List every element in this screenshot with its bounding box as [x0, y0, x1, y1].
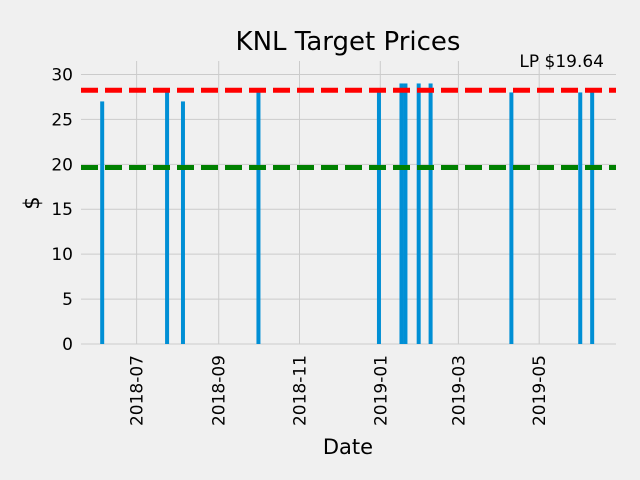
bar: [416, 83, 421, 344]
bar: [509, 92, 514, 344]
x-tick-label: 2018-11: [291, 355, 311, 426]
bars: [100, 83, 595, 344]
bar: [403, 83, 408, 344]
bar: [376, 92, 381, 344]
bar: [100, 101, 105, 344]
reference-lines: [81, 87, 616, 171]
y-tick-label: 30: [51, 65, 73, 85]
chart-title: KNL Target Prices: [236, 27, 461, 57]
bar: [165, 92, 170, 344]
bar: [578, 92, 583, 344]
x-tick-label: 2019-03: [449, 355, 469, 426]
y-tick-label: 10: [51, 245, 73, 265]
x-tick-label: 2019-05: [530, 355, 550, 426]
x-tick-labels: 2018-07 2018-09 2018-11 2019-01 2019-03 2019-…: [128, 355, 551, 426]
y-axis-label: $: [20, 196, 44, 209]
y-tick-label: 15: [51, 200, 73, 220]
x-axis-label: Date: [323, 435, 373, 459]
x-tick-label: 2019-01: [371, 355, 391, 426]
bar: [180, 101, 185, 344]
bar: [428, 83, 433, 344]
bar: [590, 92, 595, 344]
x-tick-label: 2018-09: [210, 355, 230, 426]
y-tick-label: 20: [51, 155, 73, 175]
y-tick-labels: 0 5 10 15 20 25 30: [51, 65, 73, 355]
y-tick-label: 0: [62, 335, 73, 355]
last-price-annotation: LP $19.64: [519, 52, 604, 72]
bar: [399, 83, 404, 344]
x-tick-label: 2018-07: [128, 355, 148, 426]
bar: [256, 92, 261, 344]
y-tick-label: 5: [62, 290, 73, 310]
plot-area: [81, 61, 616, 344]
y-tick-label: 25: [51, 110, 73, 130]
